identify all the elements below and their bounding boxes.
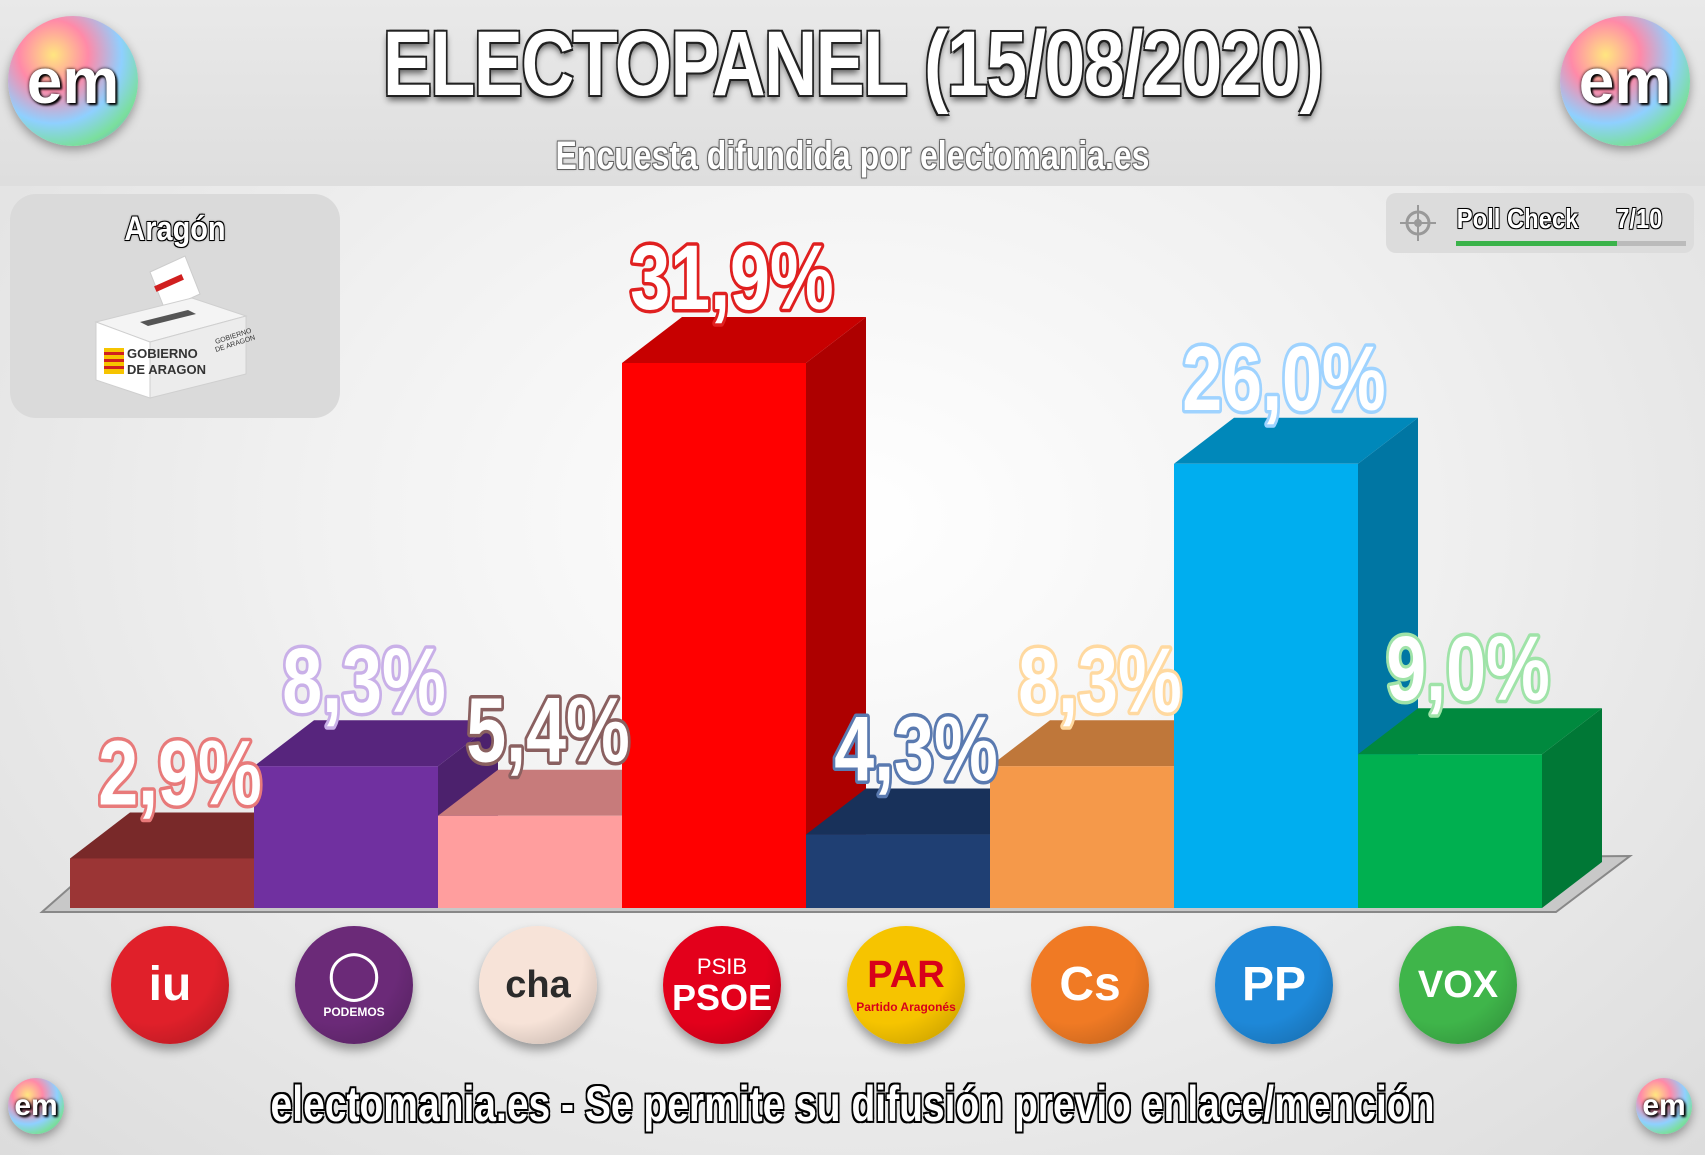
electomania-logo-bottom-left: em	[8, 1078, 64, 1134]
bar-front	[1358, 754, 1542, 908]
bar-side	[1542, 708, 1602, 908]
party-logo-podemos: ◯ PODEMOS	[295, 926, 413, 1044]
party-logo-subtext: Partido Aragonés	[856, 1000, 956, 1014]
party-logo-text: VOX	[1417, 964, 1499, 1006]
party-logo-cha: cha	[479, 926, 597, 1044]
bar-front	[254, 766, 438, 908]
region-title: Aragón	[124, 210, 226, 248]
logo-text: em	[1578, 45, 1672, 117]
bar-top	[70, 812, 314, 859]
poll-check-label: Poll Check	[1456, 203, 1579, 234]
party-logo-subtext: PODEMOS	[323, 1005, 385, 1019]
party-logo-par: PAR Partido Aragonés	[847, 926, 965, 1044]
footer-notice: electomania.es - Se permite su difusión …	[270, 1076, 1435, 1132]
bar-front	[622, 363, 806, 908]
page-title: ELECTOPANEL (15/08/2020)	[382, 13, 1324, 115]
value-label-vox: 9,0%	[1386, 618, 1550, 721]
region-panel: Aragón GOBIERNO DE ARAGON GOBIERNO DE AR…	[10, 194, 340, 418]
electomania-logo-right: em	[1560, 16, 1690, 146]
bar-pp	[1174, 417, 1418, 908]
electomania-logo-left: em	[8, 16, 138, 146]
value-label-podemos: 8,3%	[282, 630, 446, 733]
value-label-cha: 5,4%	[466, 679, 630, 782]
party-logo-cs: Cs	[1031, 926, 1149, 1044]
bar-top	[254, 720, 498, 767]
party-logo-text: PAR	[867, 954, 945, 996]
value-label-pp: 26,0%	[1182, 327, 1385, 430]
ballot-box-label-1: GOBIERNO	[127, 346, 198, 361]
poll-check-bar	[1456, 241, 1686, 246]
party-logo-psoe: PSIB PSOE	[663, 926, 781, 1044]
poll-check-panel: Poll Check 7/10	[1386, 193, 1694, 253]
bar-top	[1358, 708, 1602, 755]
bar-front	[438, 815, 622, 908]
party-logo-vox: VOX	[1399, 926, 1517, 1044]
bar-front	[806, 834, 990, 908]
bar-top	[438, 769, 682, 816]
bar-psoe	[622, 317, 866, 908]
bar-front	[990, 766, 1174, 908]
bar-top	[622, 317, 866, 363]
party-logo-text: PP	[1241, 958, 1307, 1011]
value-label-cs: 8,3%	[1018, 630, 1182, 733]
party-logo-text: ◯	[327, 948, 381, 1001]
party-logo-text: iu	[148, 958, 192, 1011]
page-subtitle: Encuesta difundida por electomania.es	[555, 134, 1150, 178]
bar-top	[1174, 417, 1418, 464]
party-logo-iu: iu	[111, 926, 229, 1044]
logo-text: em	[14, 1089, 58, 1122]
bar-top	[806, 788, 1050, 835]
header-band	[0, 0, 1705, 186]
bar-front	[70, 858, 254, 908]
party-logo-subtext: PSIB	[696, 954, 748, 979]
party-logo-pp: PP	[1215, 926, 1333, 1044]
bar-front	[1174, 463, 1358, 908]
logo-text: em	[1642, 1089, 1686, 1122]
party-logo-text: PSOE	[671, 977, 773, 1018]
logo-text: em	[26, 45, 120, 117]
bar-vox	[1358, 708, 1602, 908]
crosshair-icon	[1400, 205, 1436, 241]
party-logo-text: cha	[505, 964, 571, 1006]
ballot-box-label-2: DE ARAGON	[127, 362, 206, 377]
value-label-par: 4,3%	[834, 698, 998, 801]
value-label-iu: 2,9%	[98, 722, 262, 825]
party-logo-text: Cs	[1059, 958, 1121, 1011]
bar-side	[806, 317, 866, 908]
poll-check-score: 7/10	[1616, 203, 1663, 234]
poll-check-bar-fill	[1456, 241, 1617, 246]
ballot-box-icon: GOBIERNO DE ARAGON GOBIERNO DE ARAGON	[94, 255, 256, 399]
electomania-logo-bottom-right: em	[1636, 1078, 1692, 1134]
value-label-psoe: 31,9%	[630, 226, 833, 329]
bar-top	[990, 720, 1234, 767]
